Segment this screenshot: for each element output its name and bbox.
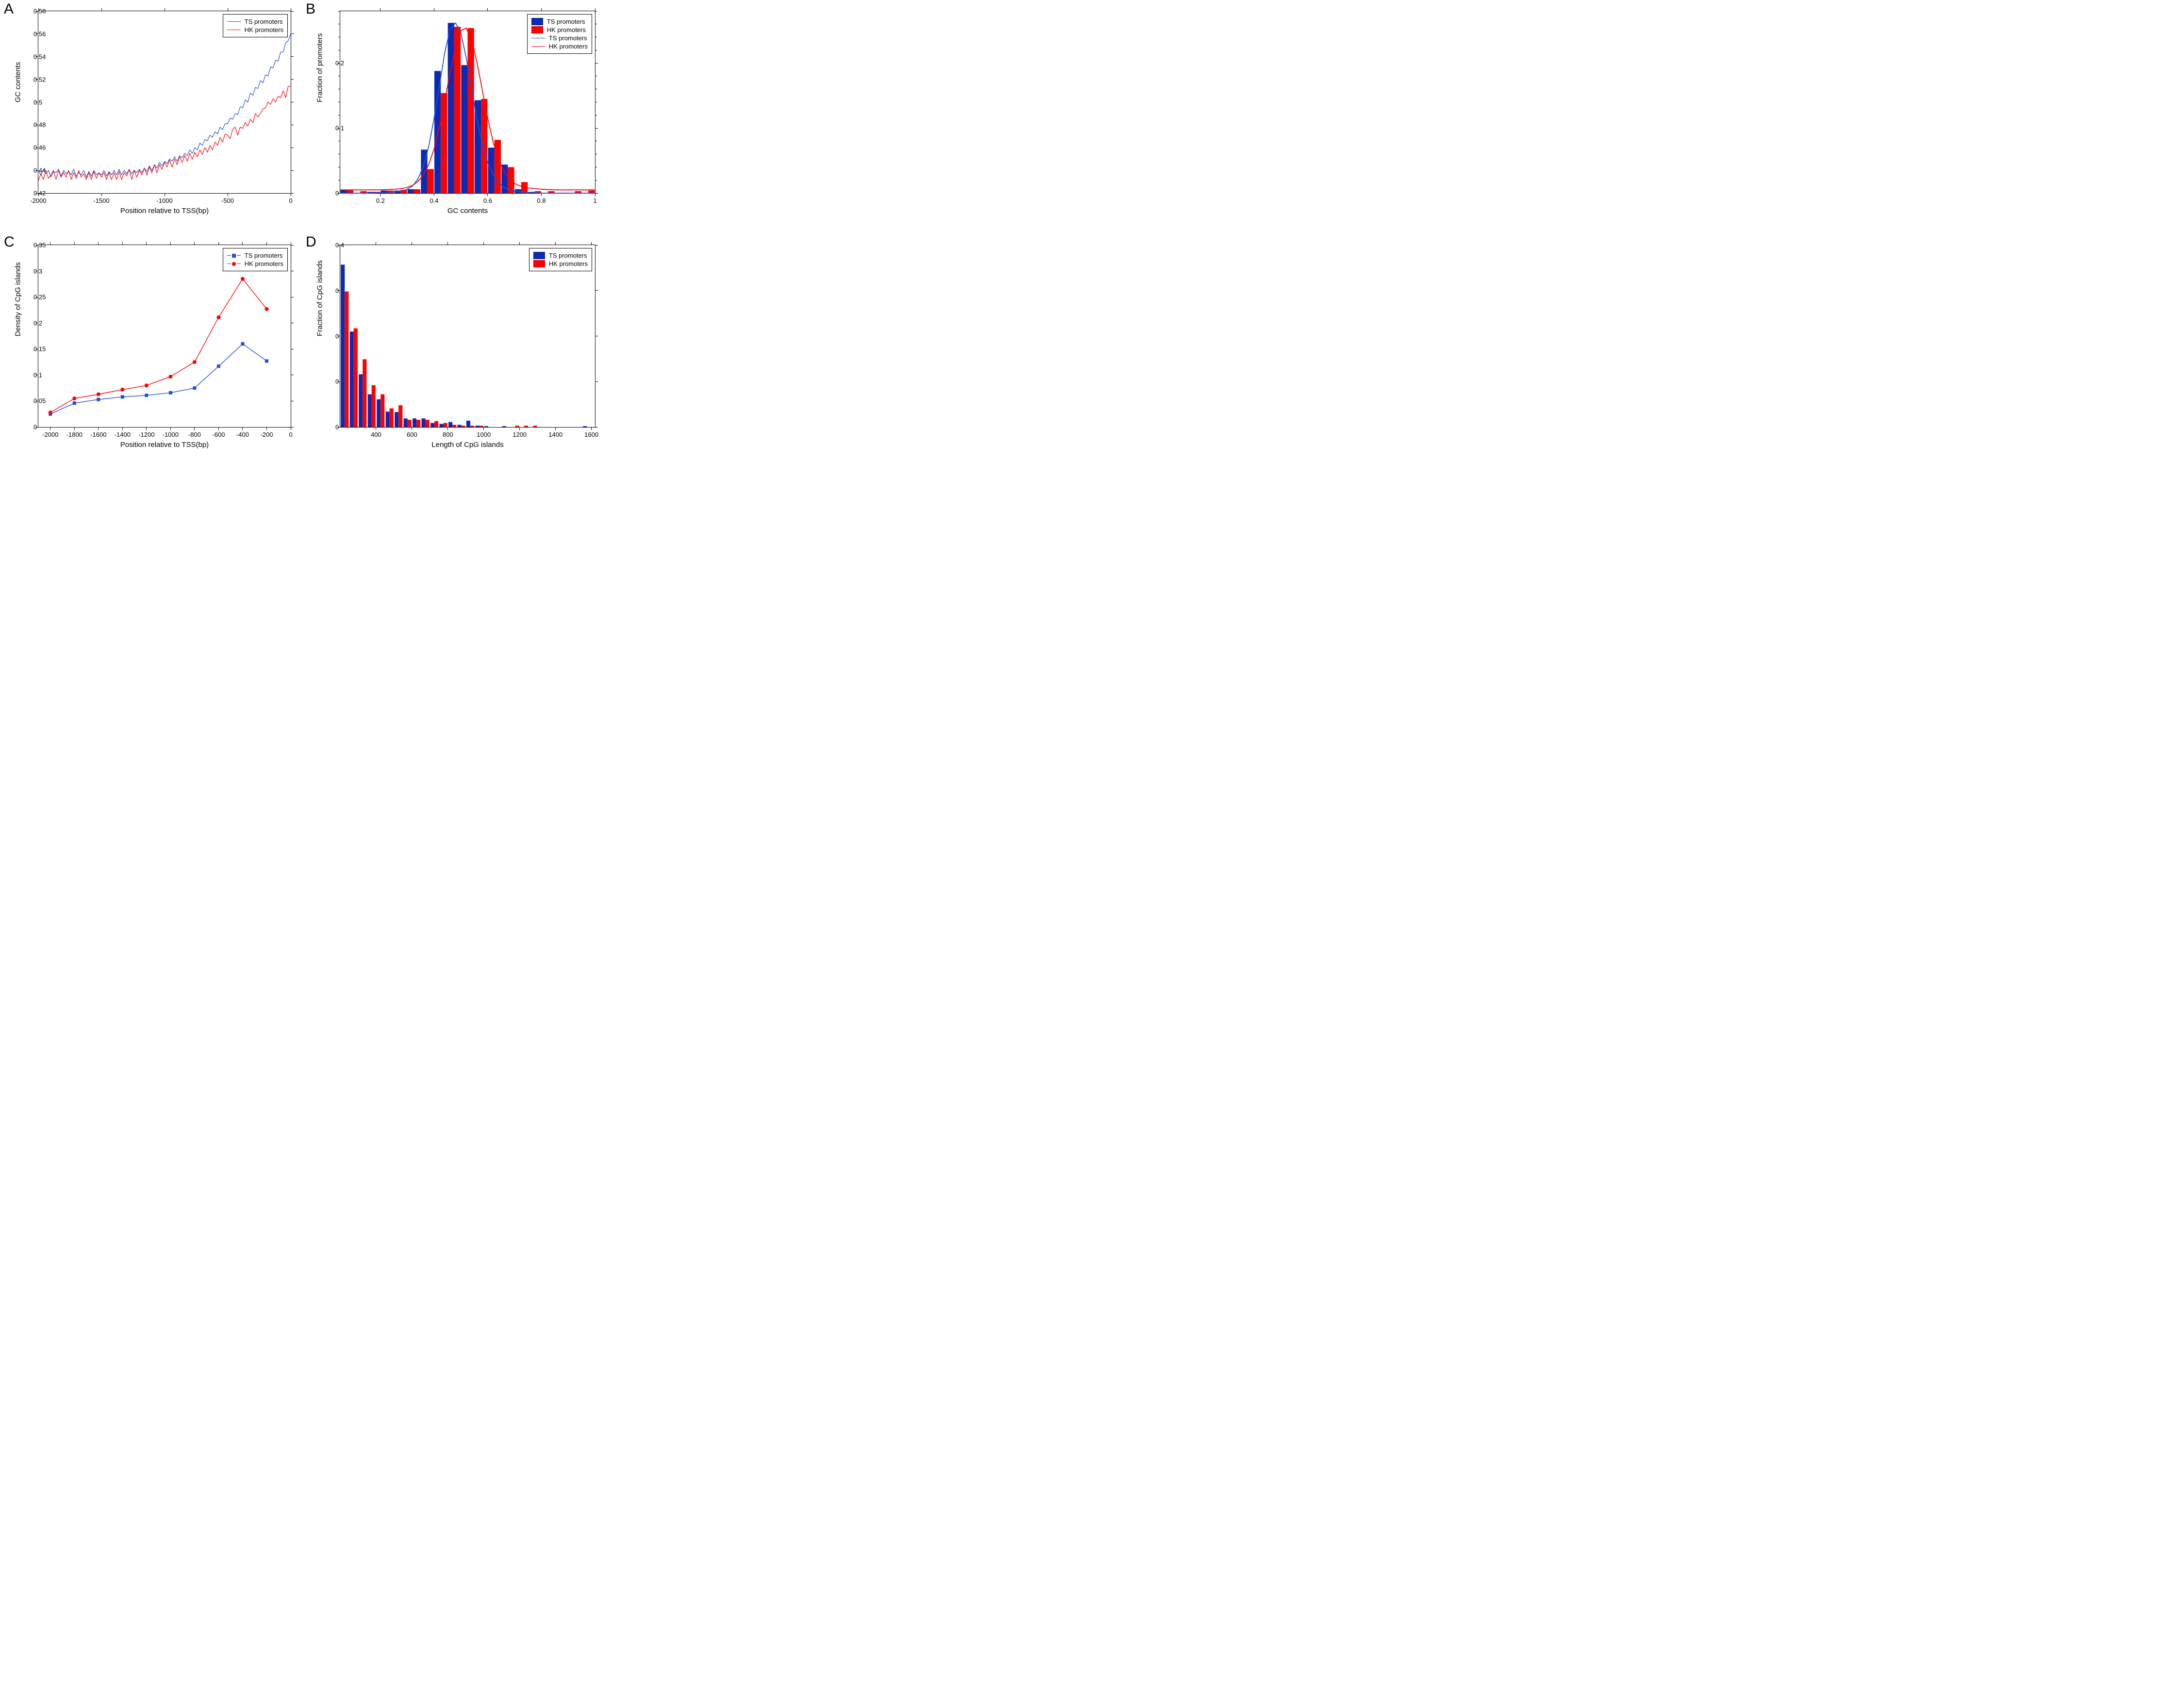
panel-label: A bbox=[4, 1, 14, 17]
x-tick-label: -1800 bbox=[66, 431, 83, 438]
x-axis-label: GC contents bbox=[447, 207, 488, 215]
panel-label: B bbox=[306, 1, 315, 17]
legend-label: HK promoters bbox=[245, 260, 283, 267]
legend-label: TS promoters bbox=[549, 252, 587, 259]
x-tick-label: 1 bbox=[593, 197, 596, 204]
x-tick-label: 0 bbox=[289, 431, 292, 438]
x-axis-label: Position relative to TSS(bp) bbox=[120, 207, 209, 215]
x-tick-label: 0.4 bbox=[430, 197, 438, 204]
legend-label: HK promoters bbox=[245, 26, 283, 33]
x-tick-label: 1200 bbox=[513, 431, 527, 438]
x-tick-label: 600 bbox=[407, 431, 417, 438]
x-axis-label: Length of CpG islands bbox=[431, 441, 503, 449]
legend: TS promotersHK promoters bbox=[223, 14, 288, 37]
x-tick-label: 0.2 bbox=[376, 197, 385, 204]
x-tick-label: -1400 bbox=[115, 431, 131, 438]
x-tick-label: -1000 bbox=[156, 197, 172, 204]
legend-label: HK promoters bbox=[547, 26, 586, 33]
plot-area: -2000-1500-1000-50000.420.440.460.480.50… bbox=[38, 11, 291, 194]
x-axis-label: Position relative to TSS(bp) bbox=[120, 441, 209, 449]
legend-label: TS promoters bbox=[245, 18, 283, 25]
plot-area: 0.20.40.60.8100.10.2GC contentsFraction … bbox=[340, 11, 596, 194]
y-axis-label: GC contents bbox=[14, 62, 22, 102]
plot-area: 400600800100012001400160000.10.20.30.4Le… bbox=[340, 245, 596, 428]
y-axis-label: Density of CpG islands bbox=[14, 262, 22, 336]
legend-label: TS promoters bbox=[547, 18, 585, 25]
x-tick-label: 800 bbox=[443, 431, 453, 438]
y-axis-label: Fraction of CpG islands bbox=[316, 260, 324, 336]
panel-label: C bbox=[4, 234, 15, 250]
x-tick-label: -2000 bbox=[30, 197, 46, 204]
legend-label: HK promoters bbox=[549, 260, 588, 267]
x-tick-label: -500 bbox=[221, 197, 234, 204]
x-tick-label: 1400 bbox=[548, 431, 563, 438]
x-tick-label: -200 bbox=[260, 431, 273, 438]
x-tick-label: 1000 bbox=[477, 431, 491, 438]
legend-label: TS promoters bbox=[245, 252, 283, 259]
panel-label: D bbox=[306, 234, 316, 250]
x-tick-label: -800 bbox=[188, 431, 201, 438]
legend: TS promotersHK promoters bbox=[529, 248, 592, 271]
x-tick-label: -2000 bbox=[42, 431, 58, 438]
legend-label: TS promoters bbox=[549, 34, 587, 42]
y-axis-label: Fraction of promoters bbox=[316, 33, 324, 102]
x-tick-label: 1600 bbox=[584, 431, 598, 438]
x-tick-label: -1600 bbox=[90, 431, 106, 438]
x-tick-label: 400 bbox=[371, 431, 381, 438]
legend: TS promotersHK promoters bbox=[223, 248, 288, 271]
legend-label: HK promoters bbox=[549, 43, 588, 50]
x-tick-label: 0.8 bbox=[537, 197, 546, 204]
x-tick-label: 0 bbox=[289, 197, 292, 204]
plot-area: -2000-1800-1600-1400-1200-1000-800-600-4… bbox=[38, 245, 291, 428]
x-tick-label: -400 bbox=[236, 431, 249, 438]
x-tick-label: -1000 bbox=[163, 431, 179, 438]
x-tick-label: 0.6 bbox=[483, 197, 492, 204]
x-tick-label: -1200 bbox=[138, 431, 154, 438]
legend: TS promotersHK promotersTS promotersHK p… bbox=[527, 14, 592, 54]
figure-root: A -2000-1500-1000-50000.420.440.460.480.5… bbox=[0, 0, 607, 466]
x-tick-label: -1500 bbox=[93, 197, 109, 204]
x-tick-label: -600 bbox=[212, 431, 225, 438]
